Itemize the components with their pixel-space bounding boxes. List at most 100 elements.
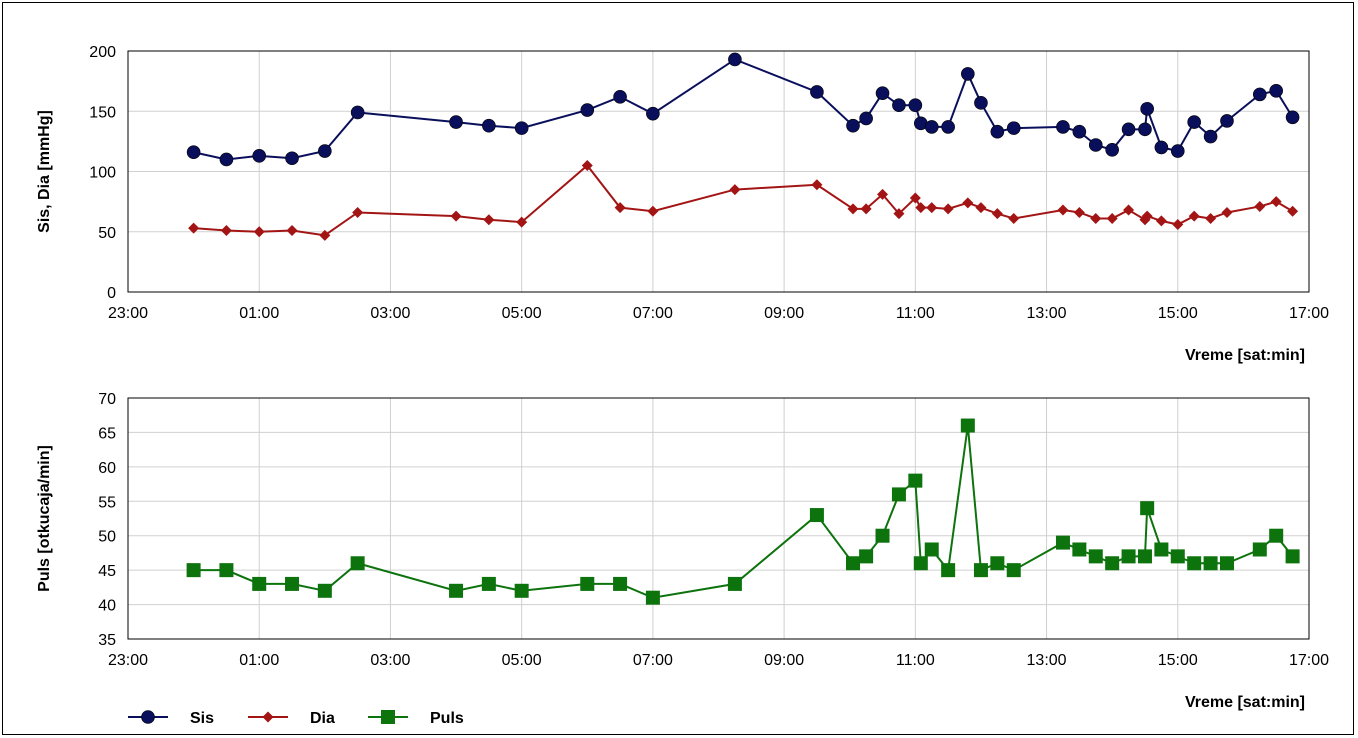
data-point (319, 229, 331, 241)
x-tick-labels: 23:00 01:00 03:00 05:00 07:00 09:00 11:00 13:00… (108, 652, 1329, 669)
data-point (285, 576, 300, 591)
data-point (990, 556, 1005, 571)
data-point (942, 203, 954, 215)
series-puls (186, 418, 1300, 605)
y-tick-labels: 35 40 45 50 55 60 65 70 (98, 391, 116, 649)
pulse-chart: 35 40 45 50 55 60 65 70 23:00 01:00 03:00 05:00 07:… (36, 391, 1329, 711)
data-point (1008, 212, 1020, 224)
data-point (1219, 556, 1234, 571)
data-point (973, 563, 988, 578)
data-point (516, 216, 528, 228)
data-point (909, 192, 921, 204)
data-point (646, 106, 660, 121)
data-point (1220, 114, 1234, 128)
data-point (875, 86, 890, 100)
data-point (892, 98, 906, 113)
data-point (1155, 215, 1167, 227)
data-point (924, 120, 939, 134)
data-point (960, 418, 975, 433)
x-tick-label: 05:00 (502, 652, 542, 669)
x-tick-label: 23:00 (108, 305, 148, 322)
data-point (974, 96, 988, 110)
x-tick-label: 09:00 (764, 305, 804, 322)
data-point (285, 151, 299, 166)
data-point (962, 197, 974, 209)
data-point (859, 549, 874, 564)
data-point (1006, 563, 1021, 578)
legend-marker (262, 711, 274, 723)
data-point (1088, 549, 1103, 564)
data-point (728, 52, 742, 67)
data-point (941, 563, 956, 578)
y-axis-title: Puls [otkucaja/min] (36, 445, 53, 592)
x-tick-label: 23:00 (108, 652, 148, 669)
data-point (1187, 115, 1201, 129)
x-tick-label: 17:00 (1289, 305, 1329, 322)
data-point (941, 120, 955, 134)
legend-label: Puls (430, 710, 464, 727)
data-point (514, 583, 529, 598)
data-point (482, 118, 496, 133)
data-point (1121, 549, 1136, 564)
legend-item-sis: Sis (128, 710, 214, 727)
data-point (352, 206, 364, 218)
data-point (1287, 205, 1299, 217)
data-point (219, 152, 234, 167)
data-point (286, 225, 298, 237)
data-point (1088, 138, 1103, 152)
x-tick-label: 03:00 (370, 305, 410, 322)
x-tick-labels: 23:00 01:00 03:00 05:00 07:00 09:00 11:00 13:00… (108, 305, 1329, 322)
data-point (1203, 556, 1218, 571)
data-point (220, 225, 232, 237)
data-point (846, 118, 860, 133)
data-point (810, 85, 824, 99)
x-tick-label: 09:00 (764, 652, 804, 669)
grid (127, 50, 1310, 293)
y-tick-label: 70 (98, 391, 116, 408)
data-point (317, 583, 332, 598)
data-point (727, 576, 742, 591)
y-tick-label: 45 (98, 563, 116, 580)
data-point (1090, 212, 1102, 224)
data-point (1006, 121, 1021, 135)
x-tick-label: 11:00 (896, 652, 935, 669)
data-point (809, 508, 824, 523)
data-point (991, 208, 1003, 220)
legend-marker (141, 710, 155, 724)
data-point (811, 179, 823, 191)
data-point (1072, 124, 1087, 139)
legend-marker (381, 710, 395, 724)
data-point (350, 105, 365, 120)
data-point (483, 214, 495, 226)
data-point (1252, 87, 1267, 102)
data-point (186, 145, 201, 160)
data-point (877, 188, 889, 200)
data-point (975, 202, 987, 214)
data-point (481, 576, 496, 591)
data-point (1154, 140, 1169, 155)
grid (127, 397, 1310, 640)
y-tick-labels: 0 50 100 150 200 (89, 44, 116, 302)
series-sis (186, 52, 1300, 167)
series-group (186, 52, 1300, 241)
data-point (1138, 122, 1152, 137)
data-point (1170, 144, 1185, 158)
y-tick-label: 0 (107, 285, 116, 302)
data-point (1270, 196, 1282, 208)
data-point (1056, 120, 1070, 134)
data-point (1105, 556, 1120, 571)
legend-item-puls: Puls (368, 710, 464, 727)
x-tick-label: 01:00 (239, 652, 279, 669)
data-point (859, 111, 873, 126)
y-tick-label: 150 (89, 104, 116, 121)
data-point (1141, 210, 1153, 222)
data-point (645, 590, 660, 605)
data-point (1105, 143, 1119, 157)
blood-pressure-chart: 0 50 100 150 200 23:00 01:00 03:00 05:00 07:00 09… (36, 44, 1329, 364)
data-point (350, 556, 365, 571)
data-point (188, 222, 200, 234)
data-point (1154, 542, 1169, 557)
y-tick-label: 60 (98, 460, 116, 477)
data-point (514, 121, 529, 135)
